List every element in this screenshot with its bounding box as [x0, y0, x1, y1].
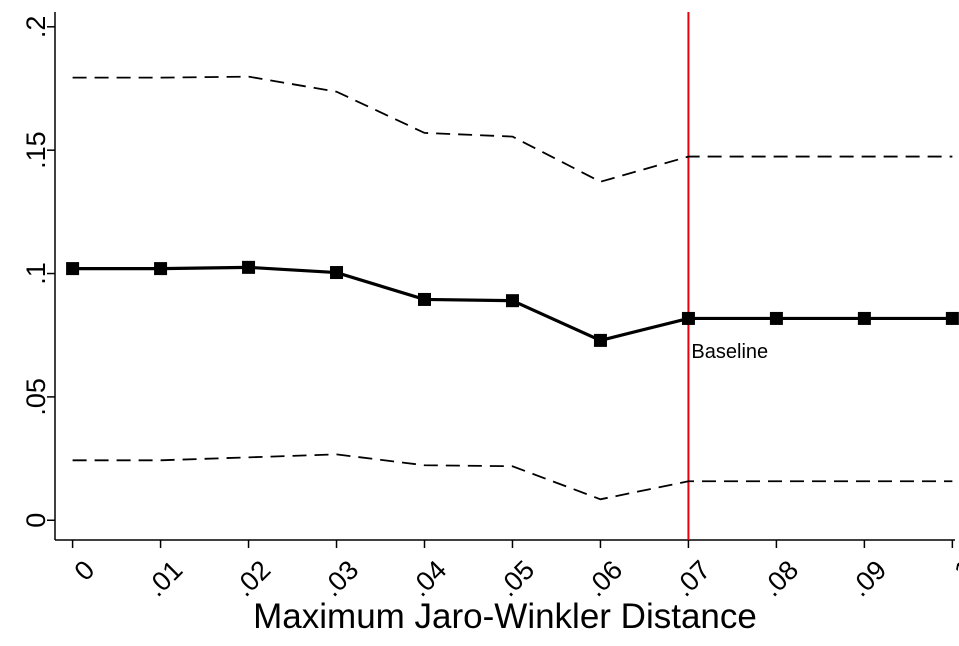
marker	[945, 311, 959, 325]
marker	[330, 266, 344, 280]
y-tick-label: .1	[21, 262, 51, 285]
marker	[154, 262, 168, 276]
marker	[418, 292, 432, 306]
marker	[66, 262, 80, 276]
y-tick-label: .2	[21, 16, 51, 39]
marker	[769, 311, 783, 325]
marker	[857, 311, 871, 325]
y-tick-label: .15	[21, 131, 51, 169]
reference-label: Baseline	[691, 341, 768, 363]
series-line	[72, 75, 953, 183]
y-tick-label: 0	[21, 513, 51, 528]
marker	[242, 260, 256, 274]
marker	[593, 333, 607, 347]
series-line	[72, 453, 953, 501]
x-axis-title: Maximum Jaro-Winkler Distance	[253, 597, 757, 636]
marker	[505, 294, 519, 308]
y-tick-label: .05	[21, 378, 51, 416]
marker	[681, 311, 695, 325]
